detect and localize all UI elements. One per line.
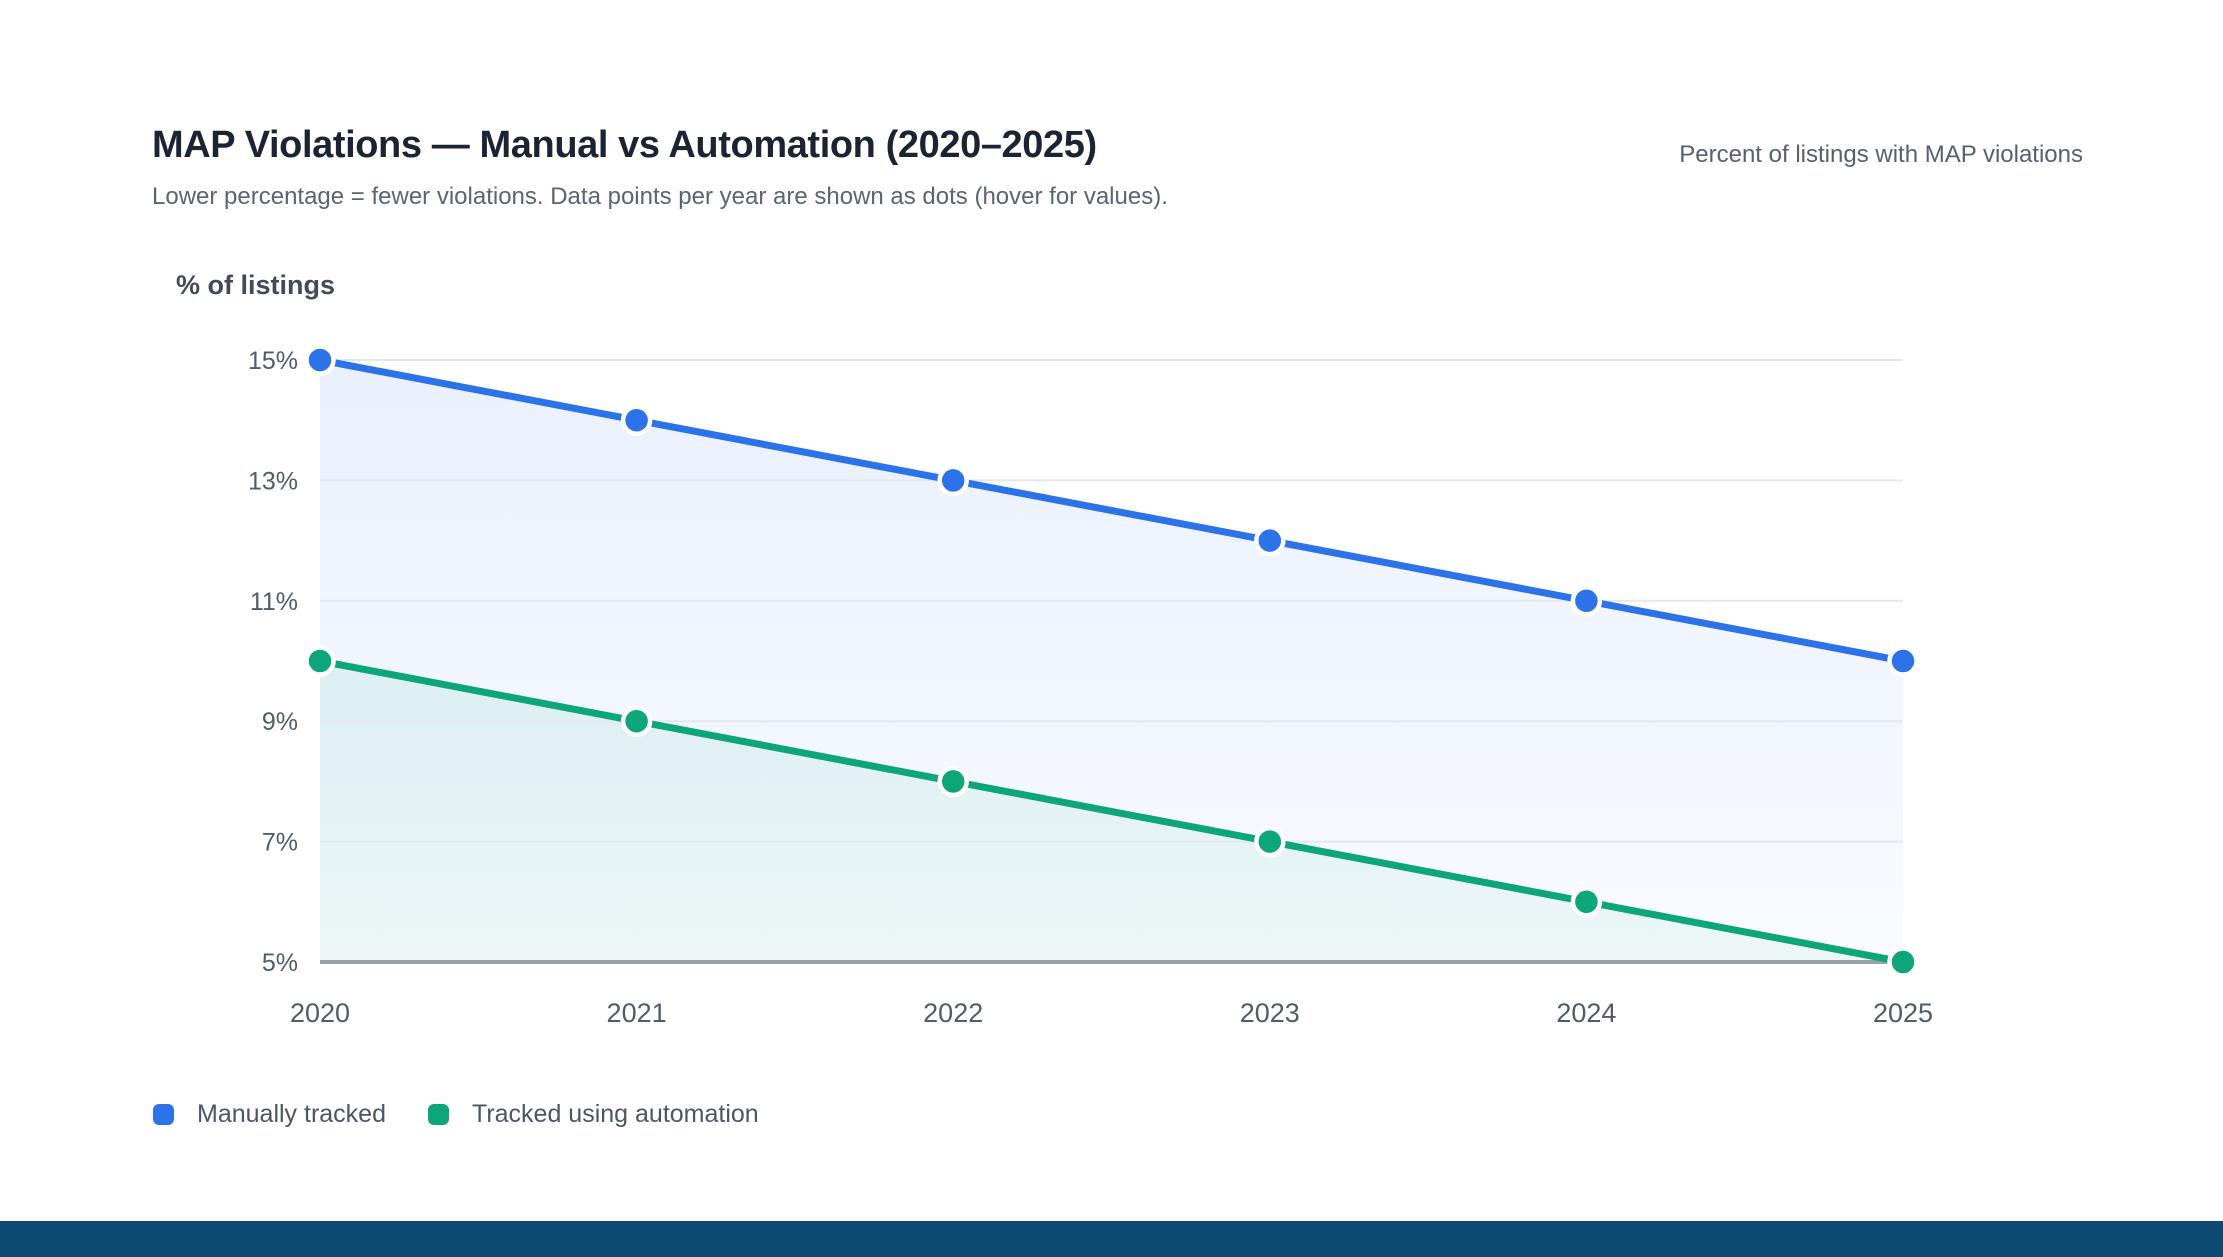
- data-point[interactable]: [304, 344, 336, 376]
- footer-bar: [0, 1221, 2223, 1257]
- x-tick-label: 2022: [923, 998, 983, 1028]
- y-axis-title: % of listings: [176, 270, 336, 300]
- data-point[interactable]: [1887, 946, 1919, 978]
- x-tick-label: 2021: [607, 998, 667, 1028]
- y-tick-label: 9%: [262, 708, 298, 736]
- legend-swatch-icon: [427, 1104, 449, 1125]
- series-line-0: [316, 356, 1907, 665]
- page-title: MAP Violations — Manual vs Automation (2…: [152, 124, 1097, 166]
- y-tick-label: 15%: [248, 347, 298, 375]
- data-point[interactable]: [1570, 585, 1603, 617]
- legend-item-1[interactable]: Tracked using automation: [427, 1100, 759, 1129]
- page-subtitle: Lower percentage = fewer violations. Dat…: [152, 183, 1168, 210]
- legend-label: Tracked using automation: [471, 1100, 759, 1128]
- x-tick-label: 2025: [1873, 998, 1933, 1028]
- data-point[interactable]: [937, 765, 969, 798]
- series-line-1: [316, 657, 1907, 966]
- data-point[interactable]: [620, 404, 653, 436]
- data-point[interactable]: [1570, 886, 1603, 918]
- y-tick-label: 13%: [248, 467, 298, 495]
- y-tick-label: 5%: [262, 949, 298, 977]
- units-note: Percent of listings with MAP violations: [1679, 141, 2083, 168]
- chart-legend: Manually tracked Tracked using automation: [153, 1100, 759, 1129]
- x-tick-label: 2024: [1556, 998, 1616, 1028]
- y-tick-label: 7%: [262, 829, 298, 857]
- legend-label: Manually tracked: [197, 1100, 386, 1128]
- legend-item-0[interactable]: Manually tracked: [153, 1100, 386, 1129]
- x-tick-label: 2020: [290, 998, 350, 1028]
- data-point[interactable]: [937, 464, 969, 497]
- data-point[interactable]: [620, 705, 653, 737]
- data-point[interactable]: [1254, 524, 1286, 557]
- legend-swatch-icon: [153, 1104, 174, 1125]
- data-point[interactable]: [1254, 825, 1286, 858]
- y-tick-label: 11%: [250, 588, 298, 616]
- data-point[interactable]: [304, 645, 336, 677]
- x-tick-label: 2023: [1240, 998, 1300, 1028]
- data-point[interactable]: [1887, 645, 1919, 677]
